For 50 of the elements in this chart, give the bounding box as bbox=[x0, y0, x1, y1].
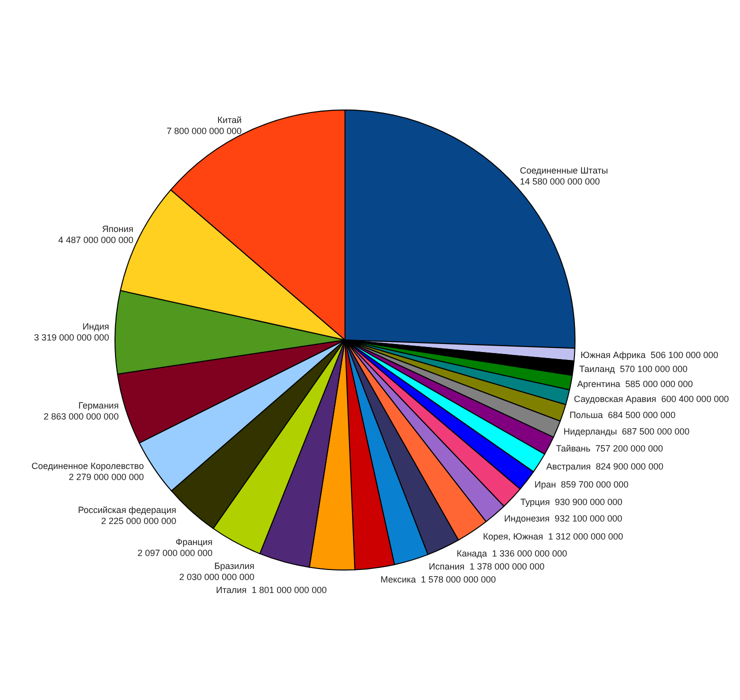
slice-label: Индонезия bbox=[504, 514, 550, 524]
slice-label: Польша bbox=[569, 410, 603, 420]
data-label: 1 336 000 000 000 bbox=[492, 548, 568, 558]
data-label: 687 500 000 000 bbox=[622, 426, 690, 437]
slice-label: Корея, Южная bbox=[483, 531, 544, 542]
data-label: 600 400 000 000 bbox=[661, 394, 729, 404]
slice-label: Бразилия bbox=[214, 561, 254, 572]
slice-label: Индия bbox=[82, 321, 110, 332]
slice-label: Соединенное Королевство bbox=[32, 460, 144, 471]
data-label: 1 578 000 000 000 bbox=[420, 574, 496, 584]
data-label: 859 700 000 000 bbox=[560, 479, 629, 490]
slice-label: Китай bbox=[217, 114, 242, 125]
data-label: 3 319 000 000 000 bbox=[34, 332, 110, 342]
slice-label: Испания bbox=[428, 561, 465, 572]
slice-label: Япония bbox=[102, 224, 134, 234]
data-label: 1 801 000 000 000 bbox=[252, 585, 327, 596]
slice-label: Франция bbox=[176, 537, 213, 548]
data-label: 2 279 000 000 000 bbox=[68, 472, 144, 482]
slice-label: Германия bbox=[78, 400, 119, 411]
data-label: 930 900 000 000 bbox=[554, 496, 622, 507]
slice-label: Канада bbox=[456, 548, 488, 558]
data-label: 7 800 000 000 000 bbox=[166, 126, 242, 136]
data-label: 824 900 000 000 bbox=[596, 461, 664, 472]
data-label: 684 500 000 000 bbox=[608, 410, 676, 420]
data-label: 570 100 000 000 bbox=[620, 364, 688, 374]
slice-label: Нидерланды bbox=[563, 426, 617, 437]
data-label: 2 225 000 000 000 bbox=[101, 516, 176, 526]
slice-label: Таиланд bbox=[579, 364, 616, 374]
slice-label: Италия bbox=[216, 585, 247, 596]
data-label: 932 100 000 000 bbox=[554, 514, 622, 524]
slice-label: Южная Африка bbox=[580, 350, 646, 360]
slice-label: Соединенные Штаты bbox=[520, 166, 608, 176]
data-label: 2 863 000 000 000 bbox=[44, 412, 119, 422]
slice-label: Иран bbox=[534, 479, 556, 490]
slice-label: Австралия bbox=[546, 461, 591, 472]
data-label: 4 487 000 000 000 bbox=[58, 234, 134, 245]
slice-label: Российская федерация bbox=[78, 504, 176, 515]
data-label: 1 312 000 000 000 bbox=[548, 531, 624, 542]
data-label: 506 100 000 000 bbox=[650, 350, 718, 360]
slice-label: Саудовская Аравия bbox=[574, 394, 656, 404]
data-label: 1 378 000 000 000 bbox=[469, 561, 545, 572]
data-label: 757 200 000 000 bbox=[595, 444, 664, 454]
data-label: 2 030 000 000 000 bbox=[179, 572, 254, 582]
data-label: 585 000 000 000 bbox=[625, 378, 693, 389]
data-label: 2 097 000 000 000 bbox=[137, 548, 213, 558]
slice-label: Аргентина bbox=[577, 378, 620, 389]
slice-label: Мексика bbox=[380, 574, 416, 584]
data-label: 14 580 000 000 000 bbox=[520, 176, 600, 187]
slice-label: Турция bbox=[520, 496, 550, 507]
slice-label: Тайвань bbox=[556, 444, 591, 454]
